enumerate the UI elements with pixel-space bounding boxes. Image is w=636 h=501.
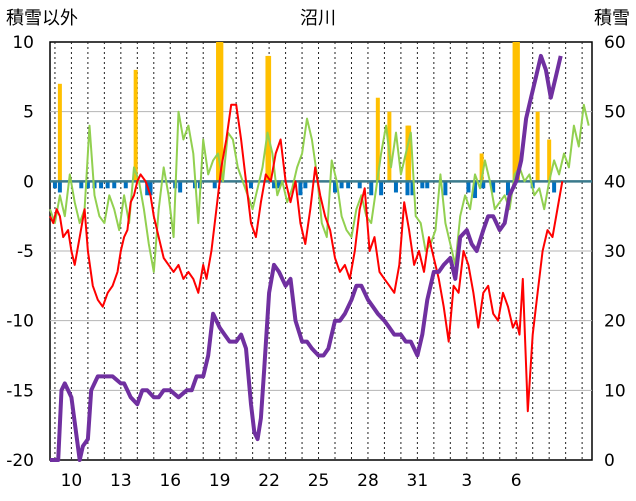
blue-bar xyxy=(425,181,430,189)
orange-bar xyxy=(535,111,540,182)
x-axis-ticks: 10 13 16 19 22 25 28 31 3 6 xyxy=(61,471,522,491)
left-tick-label: 5 xyxy=(23,103,34,123)
x-tick-label: 3 xyxy=(461,471,472,491)
blue-bar xyxy=(552,181,557,193)
blue-bar xyxy=(105,181,110,189)
left-tick-label: -5 xyxy=(17,242,34,262)
blue-bar xyxy=(148,181,153,196)
blue-bar xyxy=(112,181,117,189)
blue-bar xyxy=(505,181,510,196)
left-axis-title: 積雪以外 xyxy=(6,8,78,29)
blue-bar xyxy=(178,181,183,193)
x-tick-label: 16 xyxy=(159,471,181,491)
x-tick-label: 10 xyxy=(61,471,83,491)
right-tick-label: 20 xyxy=(604,312,626,332)
x-tick-label: 22 xyxy=(258,471,280,491)
right-tick-label: 10 xyxy=(604,381,626,401)
blue-bar xyxy=(276,181,281,189)
blue-bar xyxy=(491,181,496,193)
orange-bar xyxy=(133,69,138,182)
blue-bar xyxy=(369,181,374,196)
right-tick-label: 0 xyxy=(604,451,615,471)
left-tick-label: -10 xyxy=(6,312,34,332)
orange-bar xyxy=(57,83,62,182)
blue-bar xyxy=(212,181,217,189)
orange-bar xyxy=(547,139,552,182)
blue-bar xyxy=(52,181,57,189)
chart-title: 沼川 xyxy=(300,8,336,29)
blue-bar xyxy=(303,181,308,189)
blue-bar xyxy=(466,181,471,193)
x-tick-label: 25 xyxy=(308,471,330,491)
blue-bar xyxy=(379,181,384,196)
orange-bar xyxy=(219,42,224,182)
blue-bar xyxy=(346,181,351,189)
left-tick-label: 10 xyxy=(12,33,34,53)
blue-bar xyxy=(443,181,448,196)
right-tick-label: 30 xyxy=(604,242,626,262)
purple-line-series xyxy=(50,53,563,462)
orange-bar xyxy=(267,55,272,182)
x-tick-label: 13 xyxy=(110,471,132,491)
blue-bar xyxy=(420,181,425,189)
x-tick-label: 31 xyxy=(407,471,429,491)
right-axis-ticks: 60 50 40 30 20 10 0 xyxy=(604,33,626,471)
x-tick-label: 6 xyxy=(511,471,522,491)
blue-bar xyxy=(393,181,398,193)
orange-bar-series xyxy=(57,42,552,182)
blue-bar xyxy=(473,181,478,199)
orange-bar xyxy=(515,42,520,182)
red-line-series xyxy=(49,103,564,413)
left-tick-label: 0 xyxy=(23,172,34,192)
x-tick-label: 28 xyxy=(357,471,379,491)
right-tick-label: 60 xyxy=(604,33,626,53)
blue-bar xyxy=(405,181,410,196)
blue-bar xyxy=(79,181,84,189)
green-line-series xyxy=(49,103,590,273)
blue-bar xyxy=(410,181,415,196)
orange-bar xyxy=(479,153,484,182)
left-tick-label: -15 xyxy=(6,381,34,401)
blue-bar xyxy=(248,181,253,189)
right-axis-title: 積雪 xyxy=(594,8,630,29)
blue-bar xyxy=(357,181,362,189)
blue-bar xyxy=(123,181,128,189)
blue-bar xyxy=(339,181,344,189)
blue-bar xyxy=(99,181,104,189)
blue-bar xyxy=(481,181,486,189)
right-tick-label: 40 xyxy=(604,172,626,192)
blue-bar xyxy=(333,181,338,193)
blue-bar xyxy=(298,181,303,196)
blue-bar xyxy=(57,181,62,193)
left-tick-label: -20 xyxy=(6,451,34,471)
blue-bar xyxy=(85,181,90,189)
orange-bar xyxy=(407,125,412,182)
orange-bar xyxy=(375,97,380,182)
left-axis-ticks: 10 5 0 -5 -10 -15 -20 xyxy=(6,33,34,471)
right-tick-label: 50 xyxy=(604,103,626,123)
x-tick-label: 19 xyxy=(209,471,231,491)
blue-bar xyxy=(272,181,277,189)
line-series-group xyxy=(49,53,590,462)
